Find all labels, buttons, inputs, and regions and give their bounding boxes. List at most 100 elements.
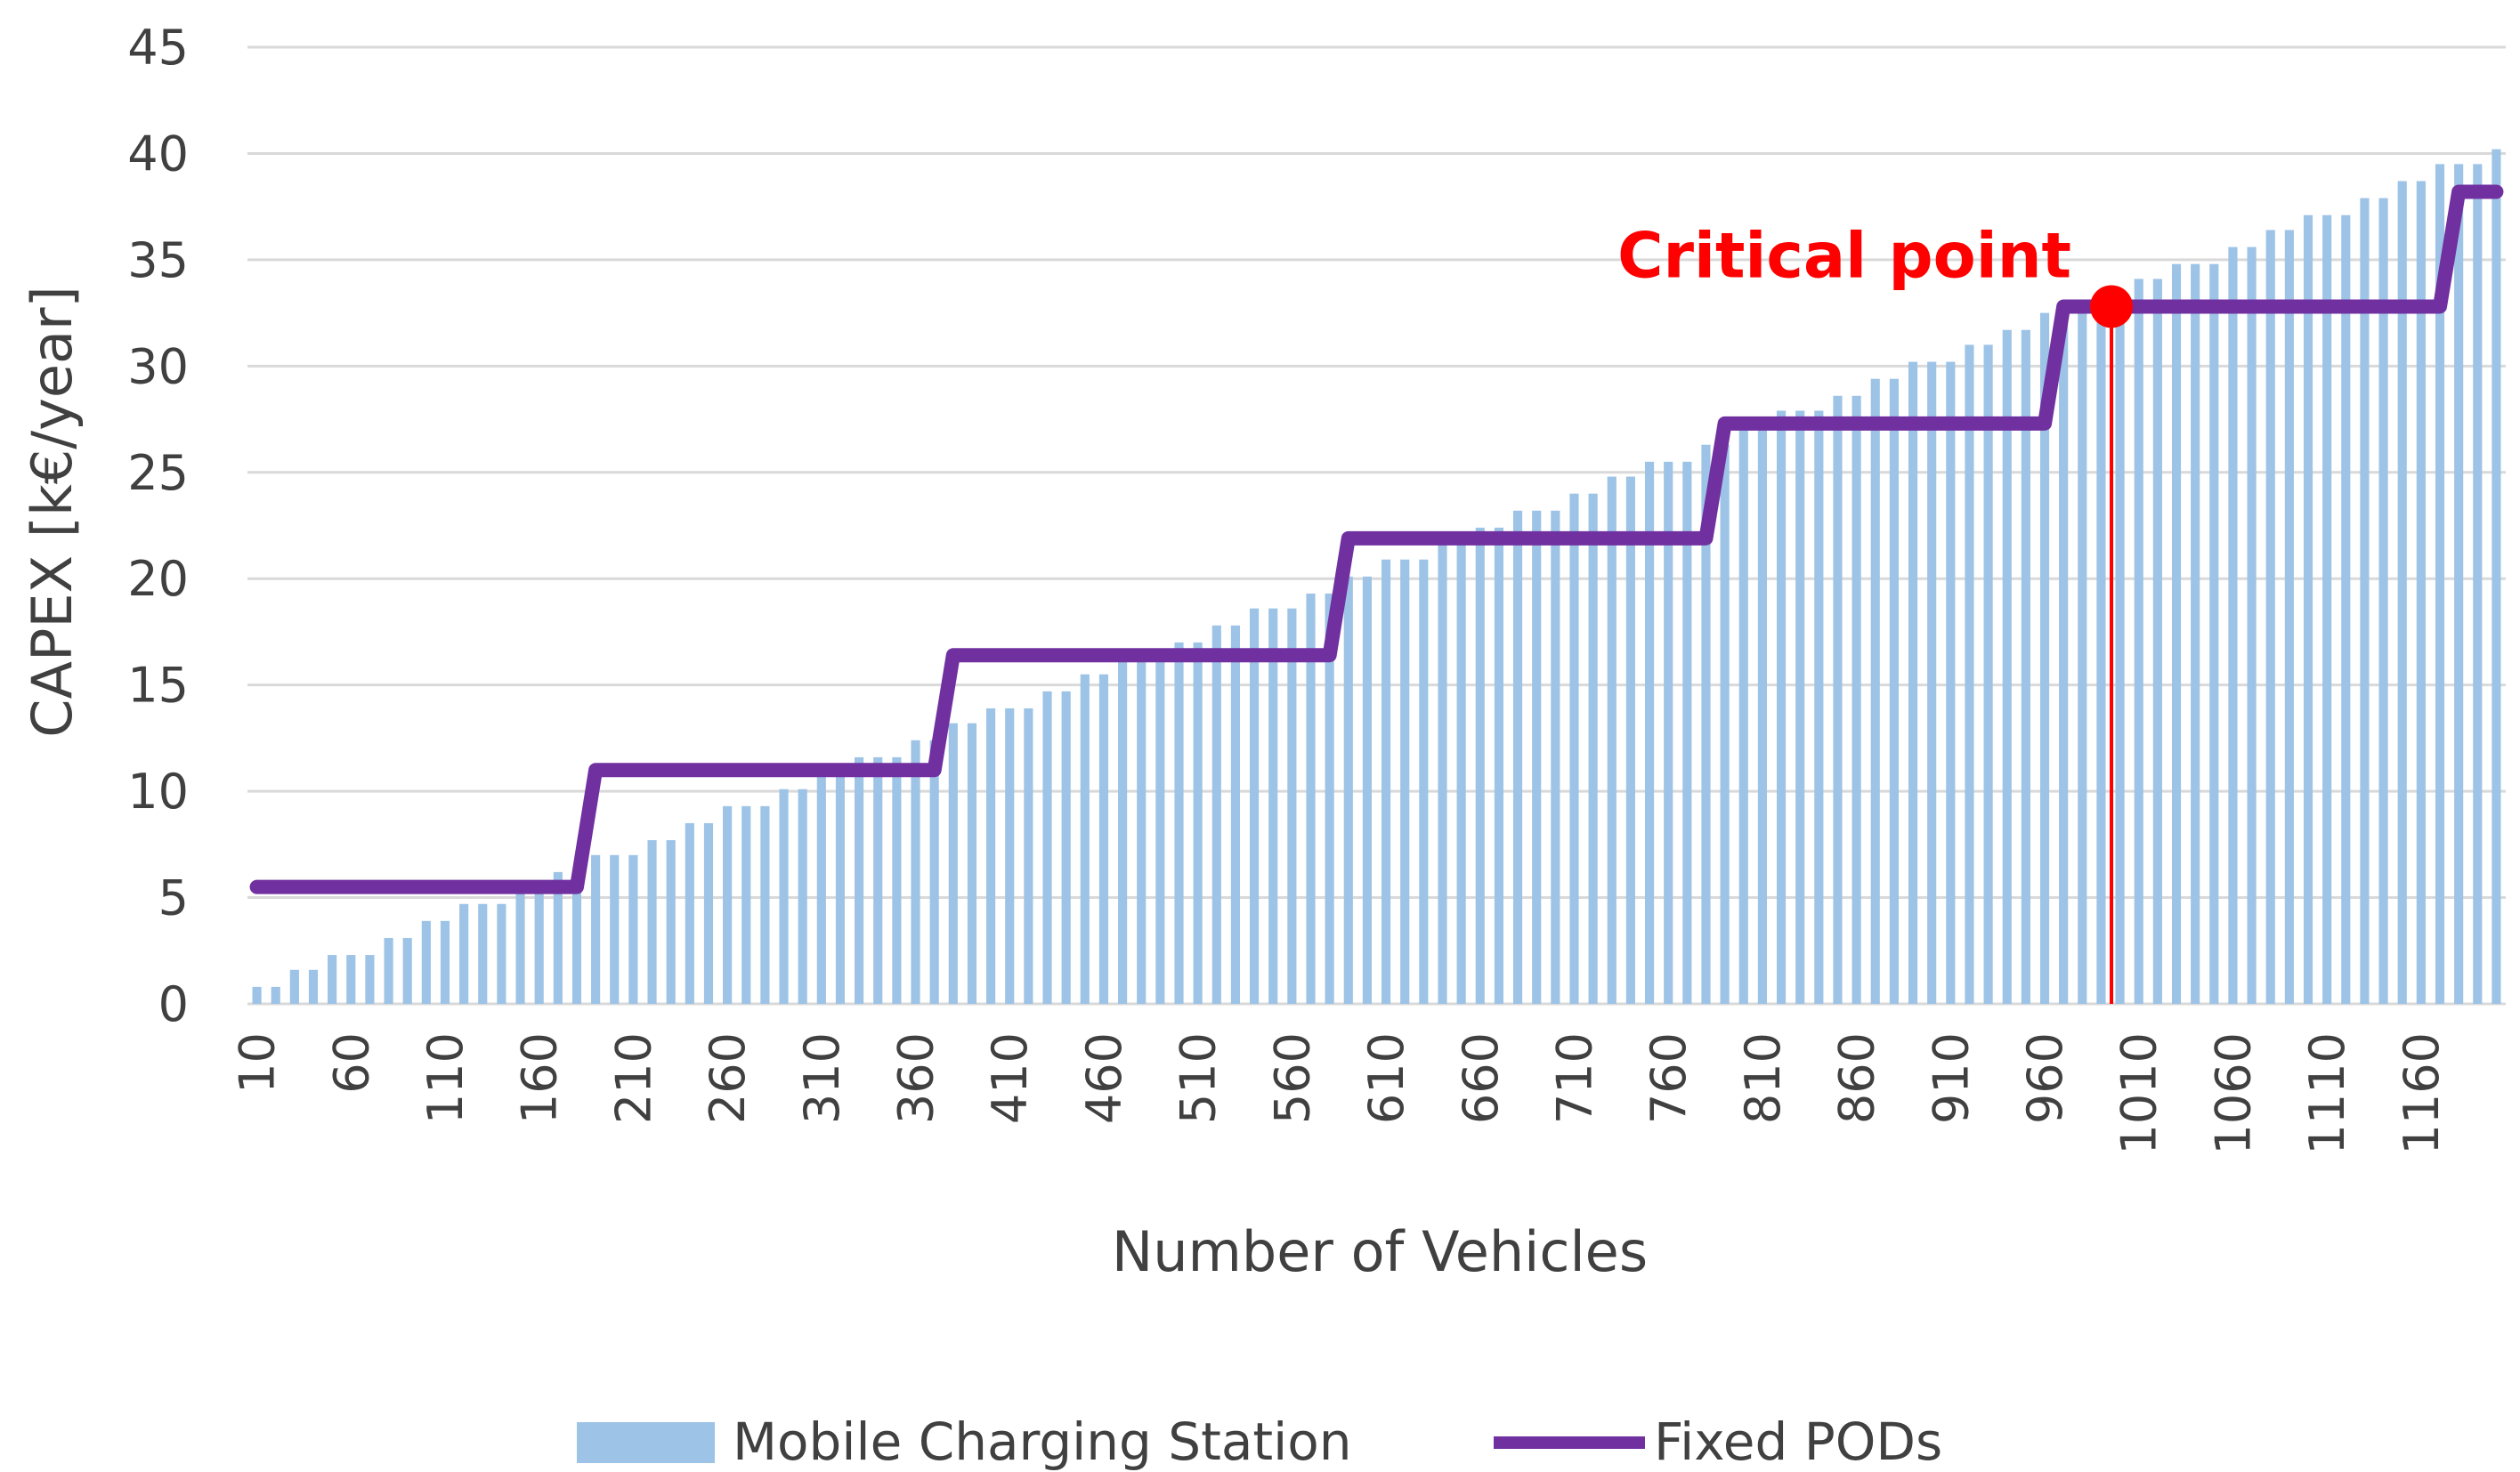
bar-840 <box>1814 410 1824 1004</box>
x-tick-label: 810 <box>1735 1032 1791 1124</box>
x-axis-title: Number of Vehicles <box>1112 1219 1648 1284</box>
bar-20 <box>271 986 280 1004</box>
bar-180 <box>571 871 582 1004</box>
bar-440 <box>1061 691 1071 1004</box>
bar-1050 <box>2209 263 2219 1005</box>
bar-130 <box>478 903 488 1004</box>
bar-400 <box>986 708 996 1004</box>
bar-1070 <box>2247 247 2257 1004</box>
bar-260 <box>723 805 733 1004</box>
bar-1090 <box>2284 230 2294 1004</box>
bar-290 <box>779 789 789 1004</box>
bar-620 <box>1400 559 1410 1004</box>
bar-30 <box>289 969 299 1004</box>
bar-990 <box>2096 295 2106 1004</box>
bar-460 <box>1098 674 1109 1004</box>
bar-60 <box>346 955 356 1004</box>
x-tick-label: 510 <box>1171 1032 1227 1124</box>
x-tick-label: 60 <box>323 1032 379 1094</box>
legend: Mobile Charging Station Fixed PODs <box>577 1411 1942 1472</box>
x-tick-label: 460 <box>1076 1032 1132 1124</box>
bar-560 <box>1287 608 1297 1004</box>
x-axis-ticks: 10 60 110 160 210 260 310 360 410 460 510 560 610 660… <box>230 1032 2450 1154</box>
legend-label-mobile-charging-station: Mobile Charging Station <box>733 1411 1351 1472</box>
y-tick-label: 25 <box>127 445 189 501</box>
bar-520 <box>1211 625 1221 1004</box>
bar-500 <box>1174 642 1184 1004</box>
x-tick-label: 160 <box>512 1032 568 1124</box>
bar-470 <box>1118 657 1128 1004</box>
bar-1010 <box>2134 279 2143 1004</box>
bar-600 <box>1362 576 1373 1004</box>
bar-370 <box>929 740 939 1004</box>
bar-800 <box>1738 427 1748 1005</box>
bar-1190 <box>2473 164 2483 1004</box>
bar-660 <box>1475 527 1485 1004</box>
bar-390 <box>967 723 977 1004</box>
bar-740 <box>1625 476 1635 1004</box>
bar-330 <box>855 756 864 1004</box>
bar-450 <box>1080 674 1090 1004</box>
bar-250 <box>703 822 714 1004</box>
bar-970 <box>2059 312 2069 1005</box>
bar-320 <box>835 774 846 1004</box>
bar-1140 <box>2378 198 2388 1005</box>
bar-1120 <box>2341 214 2351 1004</box>
y-tick-label: 15 <box>127 658 189 714</box>
y-axis-ticks: 0 5 10 15 20 25 30 35 40 45 <box>127 20 189 1032</box>
bar-630 <box>1419 559 1429 1004</box>
bar-910 <box>1946 361 1956 1004</box>
x-tick-label: 860 <box>1829 1032 1885 1124</box>
bar-430 <box>1042 691 1052 1004</box>
bar-200 <box>610 854 620 1004</box>
x-tick-label: 260 <box>700 1032 756 1124</box>
y-tick-label: 20 <box>127 551 189 607</box>
bar-670 <box>1494 527 1503 1004</box>
bar-870 <box>1870 378 1880 1005</box>
bar-850 <box>1833 395 1843 1004</box>
bar-230 <box>666 840 676 1004</box>
bar-700 <box>1551 510 1560 1004</box>
bar-240 <box>685 822 694 1004</box>
bar-1060 <box>2228 247 2238 1004</box>
bar-300 <box>798 789 807 1004</box>
x-tick-label: 1060 <box>2205 1032 2261 1154</box>
bar-190 <box>591 854 601 1004</box>
bar-950 <box>2021 329 2030 1004</box>
bar-610 <box>1381 559 1391 1004</box>
bar-480 <box>1137 657 1147 1004</box>
x-tick-label: 410 <box>982 1032 1038 1124</box>
bar-1150 <box>2397 181 2407 1004</box>
bar-680 <box>1512 510 1523 1004</box>
bar-490 <box>1155 657 1165 1004</box>
bar-750 <box>1644 461 1655 1004</box>
bar-640 <box>1438 542 1447 1004</box>
bar-770 <box>1682 461 1692 1004</box>
bar-380 <box>948 723 958 1004</box>
y-tick-label: 5 <box>158 870 189 926</box>
x-tick-label: 910 <box>1923 1032 1979 1124</box>
bar-40 <box>308 969 319 1004</box>
bar-1020 <box>2152 279 2162 1004</box>
bar-830 <box>1795 410 1805 1004</box>
y-tick-label: 10 <box>127 764 189 820</box>
bar-420 <box>1024 708 1033 1004</box>
critical-point-marker <box>2090 285 2134 328</box>
bar-140 <box>497 903 506 1004</box>
x-tick-label: 1110 <box>2299 1032 2355 1154</box>
x-tick-label: 960 <box>2017 1032 2073 1124</box>
x-tick-label: 1010 <box>2111 1032 2168 1154</box>
fixed-pods-line-group <box>249 184 2504 894</box>
bar-280 <box>760 805 770 1004</box>
x-tick-label: 10 <box>230 1032 286 1094</box>
legend-label-fixed-pods: Fixed PODs <box>1654 1411 1942 1472</box>
bar-10 <box>252 986 262 1004</box>
bar-580 <box>1325 593 1334 1004</box>
annotation-group: Critical point <box>1617 219 2134 1004</box>
x-tick-label: 110 <box>417 1032 474 1124</box>
bar-110 <box>440 920 450 1004</box>
bar-1040 <box>2191 263 2200 1005</box>
bar-860 <box>1852 395 1861 1004</box>
x-tick-label: 610 <box>1358 1032 1414 1124</box>
